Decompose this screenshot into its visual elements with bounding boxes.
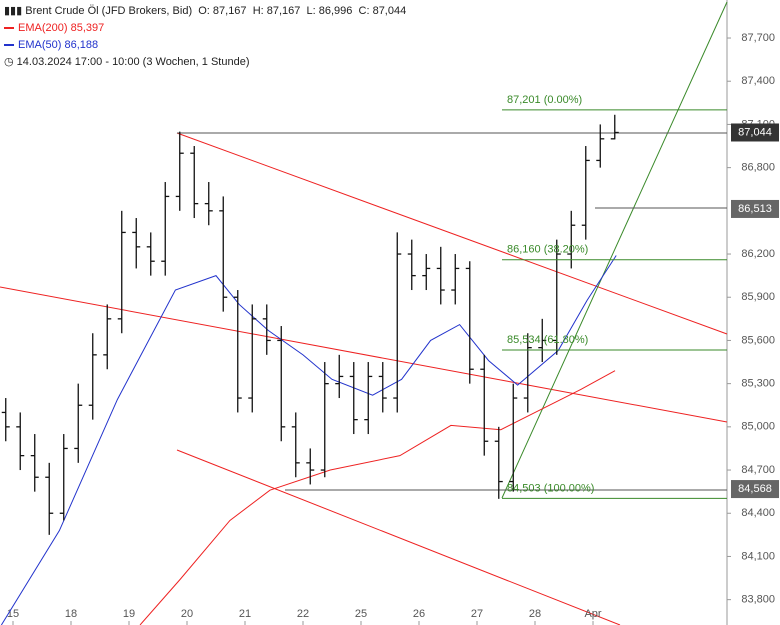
x-tick-label: 28 [529, 608, 541, 620]
x-tick-label: 26 [413, 608, 425, 620]
y-tick-label: 84,400 [741, 507, 775, 519]
x-tick-label: 19 [123, 608, 135, 620]
ema-line [0, 255, 617, 625]
price-marker [731, 480, 779, 499]
trend-line [176, 449, 621, 625]
legend-label: EMA(200) [18, 22, 68, 34]
price-marker [731, 199, 779, 218]
y-tick-label: 85,900 [741, 291, 775, 303]
y-tick-label: 85,300 [741, 378, 775, 390]
icon: ▮▮▮ [4, 5, 23, 17]
trend-line [176, 132, 728, 335]
header-row: ▮▮▮ Brent Crude Öl (JFD Brokers, Bid) O:… [4, 3, 406, 20]
x-tick-label: 21 [239, 608, 251, 620]
x-tick-label: Apr [584, 608, 601, 620]
swatch [4, 44, 14, 47]
fib-label: 86,160 (38.20%) [507, 244, 588, 256]
legend-row: EMA(200) 85,397 [4, 20, 406, 37]
price-marker-label: 84,568 [738, 483, 772, 495]
x-tick-label: 22 [297, 608, 309, 620]
instrument: Brent Crude Öl (JFD Brokers, Bid) [25, 5, 193, 17]
legend-row: EMA(50) 86,188 [4, 37, 406, 54]
price-marker-label: 86,513 [738, 203, 772, 215]
y-tick-label: 84,100 [741, 550, 775, 562]
y-tick-label: 87,700 [741, 32, 775, 44]
y-tick-label: 83,800 [741, 594, 775, 606]
x-tick-label: 27 [471, 608, 483, 620]
swatch [4, 27, 14, 30]
ohlc: O: 87,167 [198, 5, 247, 17]
legend-value: 86,188 [64, 39, 99, 51]
period: 14.03.2024 17:00 - 10:00 [16, 56, 140, 68]
y-tick-label: 84,700 [741, 464, 775, 476]
y-tick-label: 87,400 [741, 75, 775, 87]
period-note: (3 Wochen, 1 Stunde) [142, 56, 250, 68]
y-tick-label: 86,800 [741, 162, 775, 174]
ohlc: H: 87,167 [252, 5, 301, 17]
trend-line [0, 286, 728, 423]
legend-value: 85,397 [70, 22, 105, 34]
price-marker [731, 123, 779, 142]
ema-line [139, 370, 616, 625]
x-tick-label: 20 [181, 608, 193, 620]
fib-label: 85,534 (61.80%) [507, 334, 588, 346]
header: ▮▮▮ Brent Crude Öl (JFD Brokers, Bid) O:… [4, 3, 406, 71]
period-row: ◷ 14.03.2024 17:00 - 10:00 (3 Wochen, 1 … [4, 56, 250, 68]
y-tick-label: 85,600 [741, 334, 775, 346]
y-tick-label: 86,200 [741, 248, 775, 260]
ohlc: C: 87,044 [358, 5, 407, 17]
y-tick-label: 85,000 [741, 421, 775, 433]
trend-line [501, 1, 728, 499]
x-tick-label: 18 [65, 608, 77, 620]
price-marker-label: 87,044 [738, 126, 772, 138]
fib-label: 87,201 (0.00%) [507, 94, 582, 106]
ohlc: L: 86,996 [306, 5, 353, 17]
x-tick-label: 25 [355, 608, 367, 620]
legend-label: EMA(50) [18, 39, 62, 51]
fib-label: 84,503 (100.00%) [507, 482, 594, 494]
